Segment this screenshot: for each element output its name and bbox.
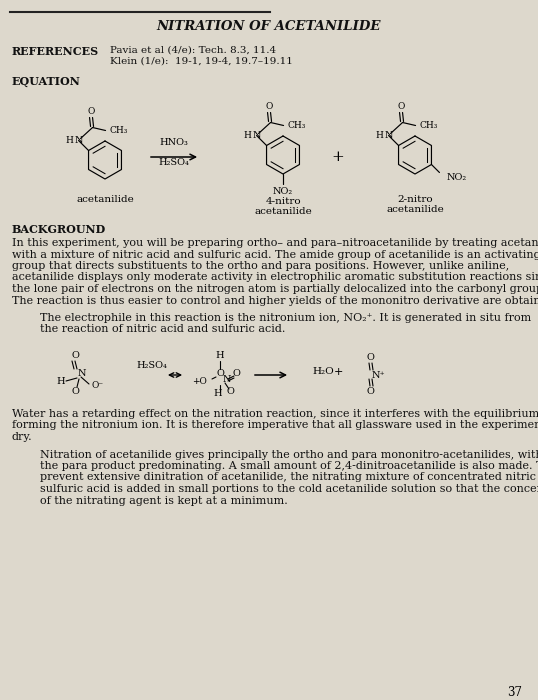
Text: O: O [88,107,95,116]
Text: +O: +O [192,377,207,386]
Text: Nitration of acetanilide gives principally the ortho and para mononitro­acetanil: Nitration of acetanilide gives principal… [40,449,538,459]
Text: forming the nitronium ion. It is therefore imperative that all glassware used in: forming the nitronium ion. It is therefo… [12,421,538,430]
Text: N: N [78,370,87,379]
Text: N⁺: N⁺ [372,372,386,381]
Text: the lone pair of electrons on the nitrogen atom is partially delocalized into th: the lone pair of electrons on the nitrog… [12,284,538,294]
Text: H: H [376,131,384,140]
Text: H₂O: H₂O [312,368,334,377]
Text: O⁻: O⁻ [91,382,103,391]
Text: acetanilide: acetanilide [76,195,134,204]
Text: NO₂: NO₂ [447,173,466,182]
Text: dry.: dry. [12,432,33,442]
Text: 37: 37 [507,686,522,699]
Text: Water has a retarding effect on the nitration reaction, since it interferes with: Water has a retarding effect on the nitr… [12,409,538,419]
Text: H: H [56,377,65,386]
Text: H₂SO₄: H₂SO₄ [159,158,189,167]
Text: O: O [216,368,224,377]
Text: +: + [331,150,344,164]
Text: with a mixture of nitric acid and sulfuric acid. The amide group of acetanilide : with a mixture of nitric acid and sulfur… [12,249,538,260]
Text: H: H [216,351,224,360]
Text: group that directs substituents to the ortho and para positions. However, unlike: group that directs substituents to the o… [12,261,509,271]
Text: N: N [74,136,83,145]
Text: N: N [384,131,393,140]
Text: REFERENCES: REFERENCES [12,46,99,57]
Text: H: H [244,131,252,140]
Text: In this experiment, you will be preparing ortho– and para–nitroacetanilide by tr: In this experiment, you will be preparin… [12,238,538,248]
Text: CH₃: CH₃ [110,126,128,135]
Text: Pavia et al (4/e): Tech. 8.3, 11.4: Pavia et al (4/e): Tech. 8.3, 11.4 [110,46,276,55]
Text: NITRATION OF ACETANILIDE: NITRATION OF ACETANILIDE [157,20,381,32]
Text: sulfuric acid is added in small portions to the cold acetanilide solution so tha: sulfuric acid is added in small portions… [40,484,538,494]
Text: N: N [223,375,231,384]
Text: H₂SO₄: H₂SO₄ [137,361,167,370]
Text: H: H [66,136,74,145]
Text: H: H [214,389,222,398]
Text: prevent extensive dinitration of acetanilide, the nitrating mixture of concentra: prevent extensive dinitration of acetani… [40,473,538,482]
Text: HNO₃: HNO₃ [160,138,188,147]
Text: of the nitrating agent is kept at a minimum.: of the nitrating agent is kept at a mini… [40,496,288,505]
Text: EQUATION: EQUATION [12,76,81,87]
Text: 4-nitro
acetanilide: 4-nitro acetanilide [254,197,312,216]
Text: the reaction of nitric acid and sulfuric acid.: the reaction of nitric acid and sulfuric… [40,325,285,335]
Text: the para product predominating. A small amount of 2,4-dinitroacetanilide is also: the para product predominating. A small … [40,461,538,471]
Text: O: O [266,102,273,111]
Text: O: O [226,388,234,396]
Text: CH₃: CH₃ [287,121,306,130]
Text: Klein (1/e):  19-1, 19-4, 19.7–19.11: Klein (1/e): 19-1, 19-4, 19.7–19.11 [110,57,293,66]
Text: O: O [366,386,374,395]
Text: O: O [232,370,240,379]
Text: 2-nitro
acetanilide: 2-nitro acetanilide [386,195,444,214]
Text: +: + [334,367,343,377]
Text: O: O [366,354,374,363]
Text: The electrophile in this reaction is the nitronium ion, NO₂⁺. It is generated in: The electrophile in this reaction is the… [40,313,531,323]
Text: O: O [71,388,79,396]
Text: O: O [71,351,79,360]
Text: BACKGROUND: BACKGROUND [12,224,106,235]
Text: N: N [252,131,261,140]
Text: NO₂: NO₂ [273,186,293,195]
Text: O: O [398,102,405,111]
Text: The reaction is thus easier to control and higher yields of the mononitro deriva: The reaction is thus easier to control a… [12,295,538,305]
Text: acetanilide displays only moderate activity in electrophilic aromatic substituti: acetanilide displays only moderate activ… [12,272,538,283]
Text: CH₃: CH₃ [420,121,438,130]
